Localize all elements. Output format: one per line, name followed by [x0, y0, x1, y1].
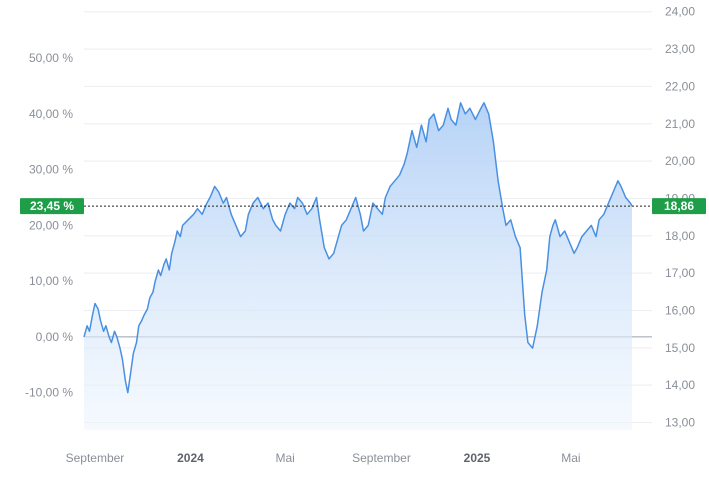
y-right-tick-label: 13,00 [665, 416, 695, 430]
y-right-tick-label: 16,00 [665, 303, 695, 317]
current-price-badge: 18,86 [652, 198, 706, 215]
x-tick-label: Mai [276, 451, 295, 465]
y-axis-right: 13,0014,0015,0016,0017,0018,0019,0020,00… [665, 5, 695, 430]
current-price-badge-bg [652, 198, 706, 215]
series-line [83, 102, 633, 394]
y-right-tick-label: 20,00 [665, 154, 695, 168]
y-left-tick-label: 30,00 % [29, 163, 73, 177]
current-percent-label: 23,45 % [30, 199, 74, 213]
y-right-tick-label: 17,00 [665, 266, 695, 280]
y-left-tick-label: -10,00 % [25, 386, 73, 400]
y-left-tick-label: 0,00 % [36, 330, 74, 344]
current-percent-badge-bg [20, 198, 84, 215]
x-tick-label: Mai [561, 451, 580, 465]
y-left-tick-label: 50,00 % [29, 51, 73, 65]
y-right-tick-label: 22,00 [665, 79, 695, 93]
x-axis: September 2024 Mai September 2025 Mai [66, 451, 581, 465]
y-left-tick-label: 10,00 % [29, 274, 73, 288]
y-left-tick-label: 40,00 % [29, 107, 73, 121]
x-tick-label: 2024 [177, 451, 204, 465]
x-tick-label: September [66, 451, 125, 465]
y-right-tick-label: 24,00 [665, 5, 695, 19]
series-line-group [83, 102, 633, 394]
y-left-tick-label: 20,00 % [29, 218, 73, 232]
series-area [84, 102, 632, 431]
y-right-tick-label: 18,00 [665, 229, 695, 243]
y-right-tick-label: 23,00 [665, 42, 695, 56]
y-right-tick-label: 14,00 [665, 378, 695, 392]
x-tick-label: September [352, 451, 411, 465]
y-axis-left: -10,00 % 0,00 % 10,00 % 20,00 % 30,00 % 40,00… [25, 51, 73, 399]
current-price-label: 18,86 [664, 199, 694, 213]
x-tick-label: 2025 [464, 451, 491, 465]
current-percent-badge: 23,45 % [20, 198, 84, 215]
y-right-tick-label: 21,00 [665, 117, 695, 131]
y-right-tick-label: 15,00 [665, 341, 695, 355]
series-area-fill [84, 102, 632, 431]
current-value-markers: 23,45 % 18,86 [20, 198, 706, 215]
